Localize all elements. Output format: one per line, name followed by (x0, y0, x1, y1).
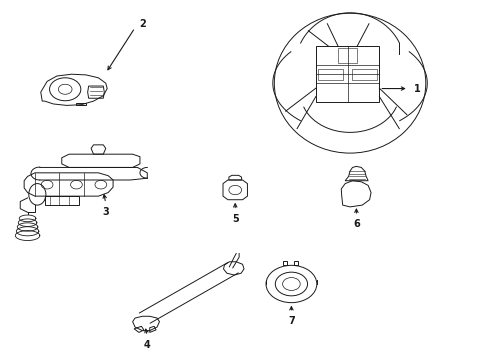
Text: 6: 6 (353, 220, 360, 229)
Text: 3: 3 (102, 207, 109, 217)
Text: 1: 1 (414, 84, 420, 94)
Text: 7: 7 (288, 316, 295, 326)
Text: 5: 5 (232, 214, 239, 224)
Text: 2: 2 (139, 19, 146, 29)
Text: 4: 4 (144, 339, 150, 350)
